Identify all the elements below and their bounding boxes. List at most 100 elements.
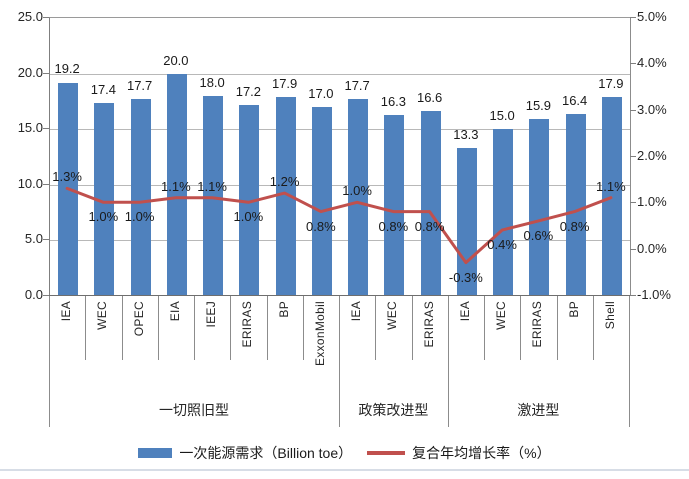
left-axis-tickmark xyxy=(43,295,49,296)
category-divider-line xyxy=(592,296,594,360)
bar-value-label: 17.7 xyxy=(344,78,370,94)
bar-value-label: 16.3 xyxy=(380,93,407,109)
x-tick-label: ERIRAS xyxy=(530,301,545,348)
x-tick-label: WEC xyxy=(385,301,400,330)
right-axis-tick-label: -1.0% xyxy=(637,287,671,302)
category-divider-line xyxy=(121,296,123,360)
legend-bar-swatch-icon xyxy=(138,448,173,458)
right-axis-tickmark xyxy=(630,248,636,250)
gridline xyxy=(50,129,630,131)
bar-value-label: 20.0 xyxy=(163,52,189,68)
legend: 一次能源需求（Billion toe） 复合年均增长率（%） xyxy=(0,443,689,463)
line-point-label: 0.8% xyxy=(378,218,409,234)
group-divider-line xyxy=(339,296,340,427)
x-tick-label: ERIRAS xyxy=(421,301,436,348)
right-axis-tick-label: 4.0% xyxy=(637,55,667,71)
gridline xyxy=(50,184,630,186)
bar xyxy=(565,113,586,296)
right-axis-tickmark xyxy=(630,156,636,157)
bar-value-label: 17.0 xyxy=(308,85,334,101)
line-point-label: 1.0% xyxy=(88,209,119,225)
bar-value-label: 15.9 xyxy=(525,98,552,114)
x-tick-label: IEA xyxy=(457,301,472,322)
line-point-label: 1.1% xyxy=(161,178,191,194)
right-axis-tick-label: 2.0% xyxy=(637,148,667,163)
right-axis-tick-label: 3.0% xyxy=(637,101,667,117)
bar-value-label: 16.4 xyxy=(561,92,588,108)
bar xyxy=(311,106,332,296)
bar-value-label: 17.9 xyxy=(598,75,624,91)
line-point-label: 1.0% xyxy=(233,209,264,225)
bar xyxy=(203,95,224,296)
bar xyxy=(275,96,296,296)
x-tick-label: EIA xyxy=(167,301,182,322)
group-label: 激进型 xyxy=(517,402,560,418)
x-tick-label: BP xyxy=(566,301,581,318)
left-axis-tick-label: 25.0 xyxy=(17,9,43,24)
bar-value-label: 16.6 xyxy=(416,90,443,106)
x-tick-label: Shell xyxy=(602,301,617,330)
line-point-label: 1.1% xyxy=(596,178,626,194)
category-divider-line xyxy=(411,296,413,360)
category-divider-line xyxy=(520,296,522,360)
category-divider-line xyxy=(556,296,558,360)
line-point-label: 1.0% xyxy=(342,183,372,199)
plot-area xyxy=(49,17,631,296)
category-divider-line xyxy=(266,296,268,360)
left-axis-tick-label: 20.0 xyxy=(17,64,43,80)
line-point-label: 1.1% xyxy=(197,178,227,194)
bar xyxy=(601,96,622,296)
right-axis-tickmark xyxy=(630,295,636,296)
gridline xyxy=(50,73,630,75)
group-divider-line xyxy=(49,296,50,427)
group-label: 政策改进型 xyxy=(358,402,429,418)
x-tick-label: IEEJ xyxy=(204,301,219,328)
right-axis-tick-label: 1.0% xyxy=(637,194,667,210)
line-point-label: 1.2% xyxy=(269,174,300,190)
left-axis-tick-label: 0.0 xyxy=(24,287,43,302)
group-divider-line xyxy=(447,296,449,427)
left-axis-tick-label: 15.0 xyxy=(17,120,43,136)
category-divider-line xyxy=(157,296,159,360)
x-tick-label: ExxonMobil xyxy=(312,301,327,367)
x-tick-label: IEA xyxy=(349,301,364,322)
left-axis-tickmark xyxy=(43,183,49,185)
left-axis-tick-label: 10.0 xyxy=(17,175,43,191)
left-axis-tickmark xyxy=(43,239,49,241)
line-point-label: 1.0% xyxy=(124,209,155,225)
bar xyxy=(239,104,260,296)
category-divider-line xyxy=(85,296,87,360)
bar-value-label: 17.9 xyxy=(271,75,298,91)
right-axis-tickmark xyxy=(630,109,636,111)
bar-value-label: 17.7 xyxy=(126,78,153,94)
right-axis-tickmark xyxy=(630,202,636,204)
x-tick-label: ERIRAS xyxy=(240,301,255,348)
legend-bar-label: 一次能源需求（Billion toe） xyxy=(179,445,353,461)
line-point-label: 0.4% xyxy=(487,237,517,253)
x-tick-label: WEC xyxy=(494,301,509,330)
bar xyxy=(493,129,514,296)
x-tick-label: OPEC xyxy=(131,301,146,337)
bar xyxy=(384,114,405,296)
bar xyxy=(58,82,79,296)
x-tick-label: IEA xyxy=(59,301,74,322)
bar-value-label: 17.4 xyxy=(90,81,117,97)
bar xyxy=(529,119,550,296)
line-point-label: 0.8% xyxy=(559,218,590,234)
legend-line-label: 复合年均增长率（%） xyxy=(412,445,551,461)
category-divider-line xyxy=(375,296,377,360)
left-axis-tickmark xyxy=(43,128,49,130)
right-axis-tick-label: 0.0% xyxy=(637,240,667,256)
line-point-label: 0.6% xyxy=(523,227,554,243)
right-axis-tick-label: 5.0% xyxy=(637,9,667,24)
line-point-label: 1.3% xyxy=(52,169,82,185)
right-axis-tickmark xyxy=(630,17,636,18)
right-axis-tickmark xyxy=(630,63,636,65)
bar-value-label: 18.0 xyxy=(199,74,225,90)
group-label: 一切照旧型 xyxy=(159,402,229,418)
bar-value-label: 15.0 xyxy=(489,108,515,124)
bar-value-label: 17.2 xyxy=(235,83,262,99)
line-point-label: 0.8% xyxy=(414,218,445,234)
legend-line-swatch-icon xyxy=(367,451,406,455)
bottom-divider xyxy=(0,469,689,471)
